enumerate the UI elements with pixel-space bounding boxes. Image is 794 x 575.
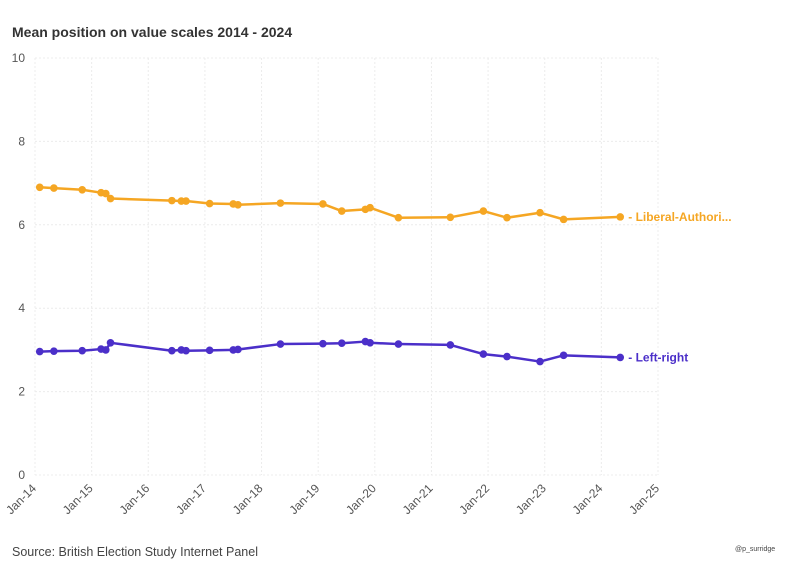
data-point [35, 347, 44, 356]
data-point [50, 184, 58, 192]
data-point [234, 345, 242, 354]
data-point [559, 215, 568, 224]
data-point [101, 346, 110, 354]
data-point [446, 213, 455, 222]
y-tick-label: 10 [12, 51, 26, 65]
y-tick-label: 8 [18, 134, 25, 148]
series-end-label: - Left-right [628, 350, 688, 364]
data-point [168, 346, 176, 355]
x-tick-label: Jan-19 [286, 481, 322, 517]
data-point [50, 347, 58, 355]
x-tick-label: Jan-20 [343, 481, 379, 517]
data-point [276, 340, 285, 348]
data-point [106, 339, 115, 347]
data-point [366, 339, 374, 347]
data-point [503, 352, 511, 361]
data-point [35, 183, 44, 192]
x-tick-label: Jan-21 [400, 481, 436, 517]
x-tick-label: Jan-17 [173, 481, 209, 517]
data-point [205, 199, 214, 208]
source-note: Source: British Election Study Internet … [12, 545, 258, 559]
x-tick-label: Jan-23 [513, 481, 549, 517]
data-point [78, 346, 86, 355]
y-tick-label: 0 [18, 468, 25, 482]
data-point [446, 341, 455, 349]
x-tick-label: Jan-16 [117, 481, 153, 517]
data-point [616, 353, 625, 362]
data-point [234, 200, 242, 209]
data-point [182, 346, 190, 355]
data-point [394, 213, 403, 222]
data-point [106, 194, 115, 203]
author-credit: @p_surridge [735, 546, 776, 553]
x-tick-label: Jan-18 [230, 481, 266, 517]
data-point [559, 351, 568, 360]
data-point [503, 213, 511, 222]
data-point [168, 196, 176, 205]
data-point [276, 199, 285, 207]
x-tick-label: Jan-14 [3, 481, 39, 517]
data-point [319, 200, 327, 208]
data-point [337, 339, 346, 348]
data-point [394, 340, 403, 348]
y-tick-label: 4 [18, 301, 25, 315]
series-line-1 [38, 186, 622, 221]
chart-title: Mean position on value scales 2014 - 202… [12, 24, 293, 40]
y-tick-label: 6 [18, 218, 25, 232]
y-tick-label: 2 [18, 385, 25, 399]
data-point [479, 207, 488, 215]
series-end-label: - Liberal-Authori... [628, 210, 731, 224]
data-point [536, 208, 544, 217]
data-point [78, 185, 86, 194]
x-tick-label: Jan-22 [456, 481, 492, 517]
x-tick-label: Jan-24 [570, 481, 606, 517]
data-point [337, 207, 346, 215]
data-point [479, 350, 488, 358]
data-point [101, 189, 110, 198]
data-point [205, 346, 214, 355]
data-point [319, 339, 327, 348]
x-tick-label: Jan-25 [626, 481, 662, 517]
data-point [536, 357, 544, 366]
x-tick-label: Jan-15 [60, 481, 96, 517]
data-point [616, 213, 625, 221]
data-point [366, 203, 374, 212]
data-point [182, 197, 190, 205]
series-line-2 [38, 340, 622, 363]
